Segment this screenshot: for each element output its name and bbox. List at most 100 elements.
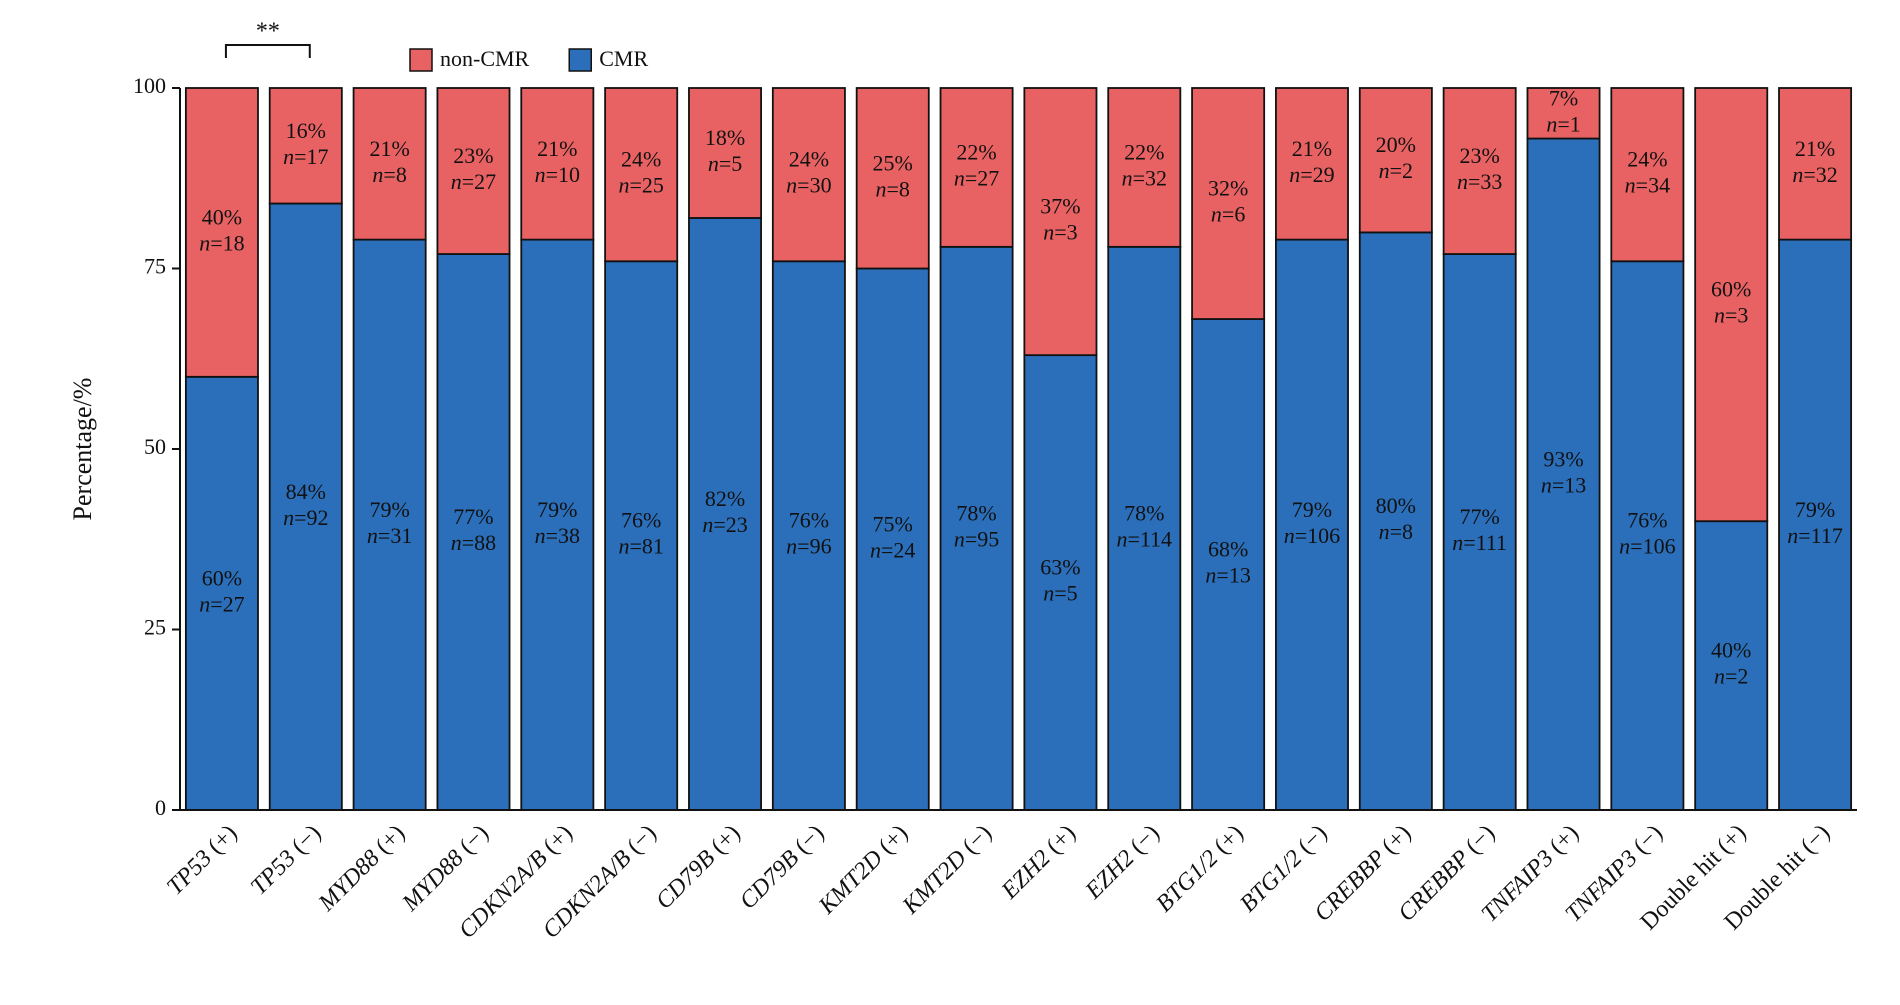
x-tick-label: KMT2D (+) [813, 820, 913, 920]
value-label: 24% [621, 147, 661, 172]
y-tick-label: 25 [144, 615, 166, 640]
legend-label: CMR [599, 46, 648, 71]
bar-segment [1694, 87, 1769, 523]
x-tick-label: TP53 (+) [162, 820, 242, 900]
count-label: n=106 [1284, 523, 1340, 548]
x-tick-label: EZH2 (+) [996, 820, 1081, 905]
bar-segment [1275, 87, 1349, 241]
value-label: 22% [1124, 139, 1164, 164]
count-label: n=88 [451, 530, 496, 555]
bar-segment [1442, 87, 1517, 255]
count-label: n=3 [1043, 220, 1077, 245]
count-label: n=25 [618, 173, 663, 198]
value-label: 80% [1376, 493, 1416, 518]
legend-swatch [568, 48, 592, 72]
count-label: n=5 [708, 151, 742, 176]
value-label: 21% [1795, 136, 1835, 161]
count-label: n=32 [1122, 165, 1167, 190]
y-axis-label: Percentage/% [68, 378, 97, 521]
value-label: 78% [1124, 500, 1164, 525]
y-tick-label: 50 [144, 434, 166, 459]
count-label: n=13 [1541, 472, 1586, 497]
value-label: 37% [1040, 194, 1080, 219]
legend-swatch [409, 48, 433, 72]
bar-segment [436, 253, 511, 811]
value-label: 60% [1711, 277, 1751, 302]
count-label: n=31 [367, 523, 412, 548]
count-label: n=10 [535, 162, 580, 187]
bar-segment [855, 267, 930, 811]
value-label: 22% [956, 139, 996, 164]
value-label: 79% [537, 497, 577, 522]
bar-segment [1526, 87, 1601, 140]
bar-segment [855, 87, 930, 270]
y-tick-label: 0 [155, 795, 166, 820]
count-label: n=106 [1619, 534, 1675, 559]
count-label: n=27 [451, 169, 496, 194]
count-label: n=2 [1714, 664, 1748, 689]
x-tick-label: MYD88 (+) [313, 820, 410, 917]
x-tick-label: EZH2 (−) [1080, 820, 1165, 905]
y-tick-label: 75 [144, 254, 166, 279]
bar-segment [268, 87, 343, 205]
bar-segment [1694, 520, 1769, 811]
value-label: 18% [705, 125, 745, 150]
count-label: n=29 [1289, 162, 1334, 187]
x-tick-label: BTG1/2 (+) [1151, 820, 1248, 917]
bar-segment [1107, 245, 1182, 811]
value-label: 78% [956, 500, 996, 525]
significance-bracket [224, 44, 311, 58]
count-label: n=24 [870, 537, 915, 562]
value-label: 40% [1711, 638, 1751, 663]
value-label: 84% [286, 479, 326, 504]
bar-segment [1358, 87, 1433, 234]
count-label: n=18 [199, 230, 244, 255]
bar-segment [520, 87, 595, 241]
bar-segment [771, 87, 846, 263]
value-label: 24% [1627, 147, 1667, 172]
bar-segment [352, 87, 427, 241]
value-label: 77% [1460, 504, 1500, 529]
count-label: n=111 [1452, 530, 1507, 555]
legend-label: non-CMR [440, 46, 530, 71]
x-tick-label: KMT2D (−) [897, 820, 997, 920]
bar-segment [604, 87, 679, 263]
y-tick-label: 100 [133, 73, 166, 98]
count-label: n=8 [876, 176, 910, 201]
value-label: 76% [621, 508, 661, 533]
value-label: 93% [1543, 446, 1583, 471]
value-label: 23% [453, 143, 493, 168]
significance-label: ** [256, 19, 280, 45]
value-label: 68% [1208, 537, 1248, 562]
value-label: 25% [873, 150, 913, 175]
count-label: n=1 [1546, 111, 1580, 136]
count-label: n=96 [786, 534, 831, 559]
value-label: 16% [286, 118, 326, 143]
bar-segment [688, 87, 762, 219]
value-label: 20% [1376, 132, 1416, 157]
bar-segment [1191, 318, 1266, 811]
value-label: 77% [453, 504, 493, 529]
count-label: n=13 [1205, 563, 1250, 588]
count-label: n=27 [954, 165, 999, 190]
value-label: 24% [789, 147, 829, 172]
value-label: 79% [1795, 497, 1835, 522]
value-label: 79% [369, 497, 409, 522]
value-label: 21% [537, 136, 577, 161]
bar-segment [436, 87, 511, 255]
bar-segment [184, 87, 259, 378]
bar-segment [1442, 253, 1517, 811]
bar-segment [1778, 87, 1853, 241]
count-label: n=92 [283, 505, 328, 530]
bar-segment [520, 238, 595, 811]
value-label: 76% [789, 508, 829, 533]
value-label: 75% [873, 511, 913, 536]
bar-segment [1023, 87, 1098, 357]
count-label: n=3 [1714, 303, 1748, 328]
value-label: 32% [1208, 176, 1248, 201]
value-label: 60% [202, 565, 242, 590]
value-label: 23% [1460, 143, 1500, 168]
value-label: 40% [202, 204, 242, 229]
count-label: n=8 [372, 162, 406, 187]
